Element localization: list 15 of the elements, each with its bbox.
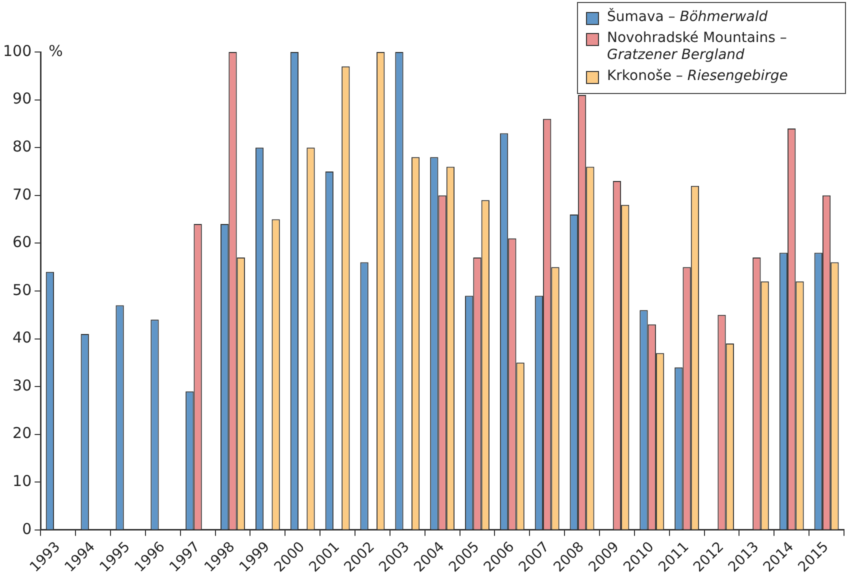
y-axis-title: % — [48, 42, 63, 60]
y-tick-label: 80 — [12, 137, 32, 156]
y-tick-label: 90 — [12, 90, 32, 108]
y-tick-label: 20 — [12, 424, 32, 442]
legend-label: Šumava – Böhmerwald — [607, 9, 768, 26]
y-tick-label: 40 — [12, 328, 32, 347]
y-tick-label: 10 — [12, 472, 32, 490]
y-tick-label: 60 — [12, 233, 32, 252]
y-tick-label: 50 — [12, 280, 32, 299]
y-tick-label: 70 — [12, 185, 32, 204]
legend-label: Novohradské Mountains – Gratzener Bergland — [607, 30, 788, 64]
y-tick-label: 0 — [22, 520, 32, 538]
y-tick-label: 30 — [12, 376, 32, 394]
y-tick-label: 100 — [2, 42, 32, 60]
legend-label: Krkonoše – Riesengebirge — [607, 68, 788, 85]
